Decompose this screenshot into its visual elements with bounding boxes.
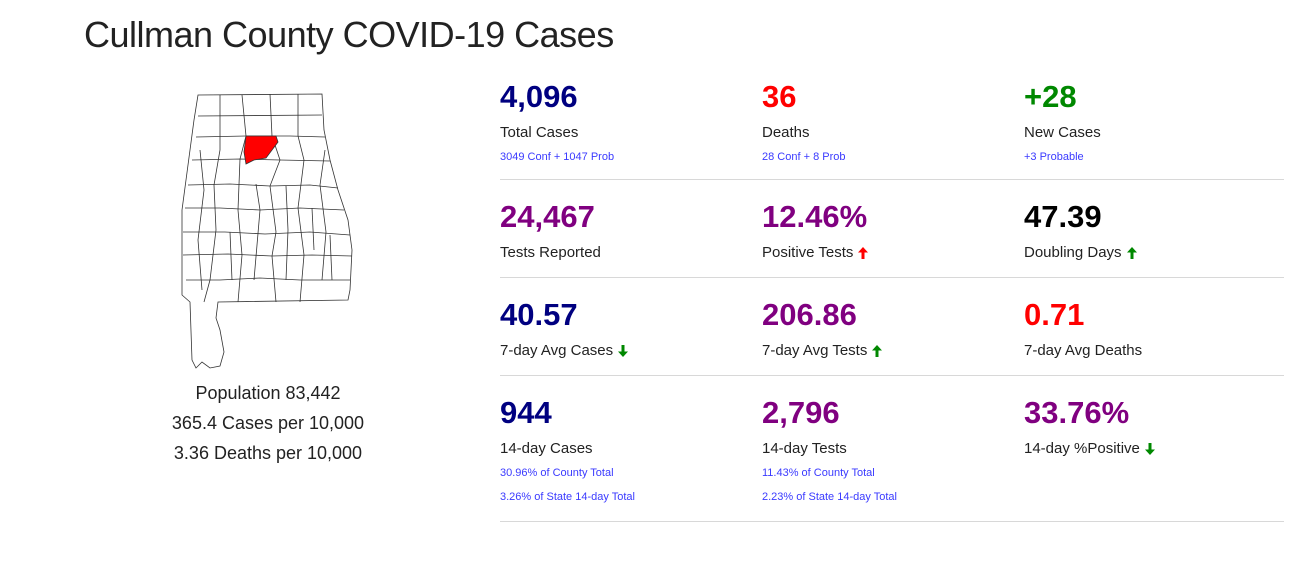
arrow-up-red-icon (858, 247, 869, 259)
deaths-value: 36 (762, 79, 797, 114)
cases-14-label: 14-day Cases (500, 440, 593, 457)
cases-14-value: 944 (500, 395, 552, 430)
deaths-sub: 28 Conf + 8 Prob (762, 151, 846, 163)
stat-7day-avg-tests: 206.86 7-day Avg Tests (762, 290, 1024, 375)
stat-14day-positive: 33.76% 14-day %Positive (1024, 388, 1284, 521)
stats-row-2: 24,467 Tests Reported 12.46% Positive Te… (500, 180, 1284, 278)
positive-14-value: 33.76% (1024, 395, 1130, 430)
stat-deaths: 36 Deaths 28 Conf + 8 Prob (762, 72, 1024, 179)
avg-tests-7-value: 206.86 (762, 297, 857, 332)
tests-14-sub2: 2.23% of State 14-day Total (762, 491, 897, 503)
cases-14-sub: 30.96% of County Total (500, 467, 614, 479)
stat-14day-cases: 944 14-day Cases 30.96% of County Total … (500, 388, 762, 521)
cases-per-10k-text: 365.4 Cases per 10,000 (171, 413, 365, 433)
avg-tests-7-label: 7-day Avg Tests (762, 342, 868, 359)
stat-doubling-days: 47.39 Doubling Days (1024, 192, 1284, 277)
avg-deaths-7-label: 7-day Avg Deaths (1024, 342, 1143, 359)
new-cases-value: +28 (1024, 79, 1077, 114)
doubling-days-value: 47.39 (1024, 199, 1102, 234)
cullman-county-highlight (243, 135, 279, 165)
stats-grid: 4,096 Total Cases 3049 Conf + 1047 Prob … (500, 72, 1284, 522)
doubling-days-label: Doubling Days (1024, 244, 1122, 261)
stat-new-cases: +28 New Cases +3 Probable (1024, 72, 1284, 179)
alabama-county-map (181, 93, 353, 369)
avg-cases-7-label: 7-day Avg Cases (500, 342, 614, 359)
population-text: Population 83,442 (195, 383, 341, 403)
total-cases-value: 4,096 (500, 79, 578, 114)
deaths-label: Deaths (762, 124, 810, 141)
stat-tests-reported: 24,467 Tests Reported (500, 192, 762, 277)
arrow-down-green-icon (1144, 443, 1155, 455)
tests-reported-value: 24,467 (500, 199, 595, 234)
new-cases-label: New Cases (1024, 124, 1101, 141)
new-cases-sub: +3 Probable (1024, 151, 1084, 163)
stat-positive-tests: 12.46% Positive Tests (762, 192, 1024, 277)
tests-14-value: 2,796 (762, 395, 840, 430)
arrow-up-green-icon (1126, 247, 1137, 259)
avg-cases-7-value: 40.57 (500, 297, 578, 332)
stats-row-1: 4,096 Total Cases 3049 Conf + 1047 Prob … (500, 72, 1284, 180)
page-title: Cullman County COVID-19 Cases (84, 14, 614, 55)
tests-14-sub: 11.43% of County Total (762, 467, 875, 479)
arrow-down-green-icon (618, 345, 629, 357)
stat-7day-avg-deaths: 0.71 7-day Avg Deaths (1024, 290, 1284, 375)
positive-tests-label: Positive Tests (762, 244, 854, 261)
stat-7day-avg-cases: 40.57 7-day Avg Cases (500, 290, 762, 375)
deaths-per-10k-text: 3.36 Deaths per 10,000 (173, 443, 363, 463)
total-cases-label: Total Cases (500, 124, 579, 141)
population-summary: Population 83,442 365.4 Cases per 10,000… (140, 378, 396, 468)
stats-row-4: 944 14-day Cases 30.96% of County Total … (500, 376, 1284, 522)
positive-tests-value: 12.46% (762, 199, 868, 234)
positive-14-label: 14-day %Positive (1024, 440, 1140, 457)
stats-row-3: 40.57 7-day Avg Cases 206.86 7-day Avg T… (500, 278, 1284, 376)
stat-14day-tests: 2,796 14-day Tests 11.43% of County Tota… (762, 388, 1024, 521)
stat-total-cases: 4,096 Total Cases 3049 Conf + 1047 Prob (500, 72, 762, 179)
tests-reported-label: Tests Reported (500, 244, 601, 261)
cases-14-sub2: 3.26% of State 14-day Total (500, 491, 635, 503)
total-cases-sub: 3049 Conf + 1047 Prob (500, 151, 615, 163)
arrow-up-green-icon (872, 345, 883, 357)
tests-14-label: 14-day Tests (762, 440, 847, 457)
avg-deaths-7-value: 0.71 (1024, 297, 1085, 332)
